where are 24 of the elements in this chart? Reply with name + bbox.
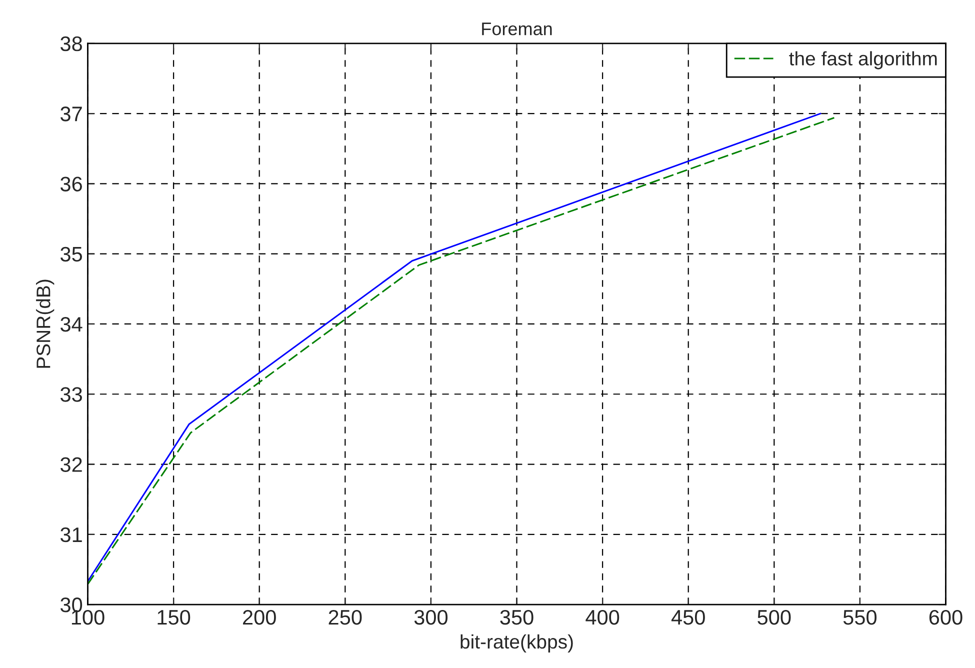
x-tick-label: 300 <box>414 610 448 625</box>
x-tick-label: 150 <box>158 610 190 625</box>
x-tick-label: 450 <box>671 610 705 625</box>
x-tick-label: 400 <box>586 610 620 625</box>
x-tick-label: 350 <box>500 610 534 625</box>
legend-label: the fast algorithm <box>789 51 937 70</box>
x-tick-label: 200 <box>243 610 276 625</box>
x-tick-label: 600 <box>929 610 962 625</box>
y-tick-label: 32 <box>60 457 82 472</box>
x-tick-label: 100 <box>72 610 104 625</box>
x-tick-label: 500 <box>758 610 791 625</box>
chart-title: Foreman <box>482 22 552 36</box>
y-tick-label: 33 <box>60 387 82 402</box>
y-tick-label: 31 <box>60 527 82 542</box>
y-tick-label: 37 <box>60 106 82 122</box>
x-axis-title: bit-rate(kbps) <box>460 634 573 653</box>
y-tick-label: 36 <box>60 176 82 192</box>
y-tick-label: 38 <box>60 36 82 52</box>
y-tick-label: 35 <box>60 246 82 262</box>
y-axis-title: PSNR(dB) <box>36 280 54 368</box>
x-tick-label: 550 <box>843 610 877 625</box>
y-tick-label: 34 <box>60 316 82 332</box>
x-tick-label: 250 <box>328 610 362 625</box>
y-tick-label: 30 <box>60 598 82 612</box>
